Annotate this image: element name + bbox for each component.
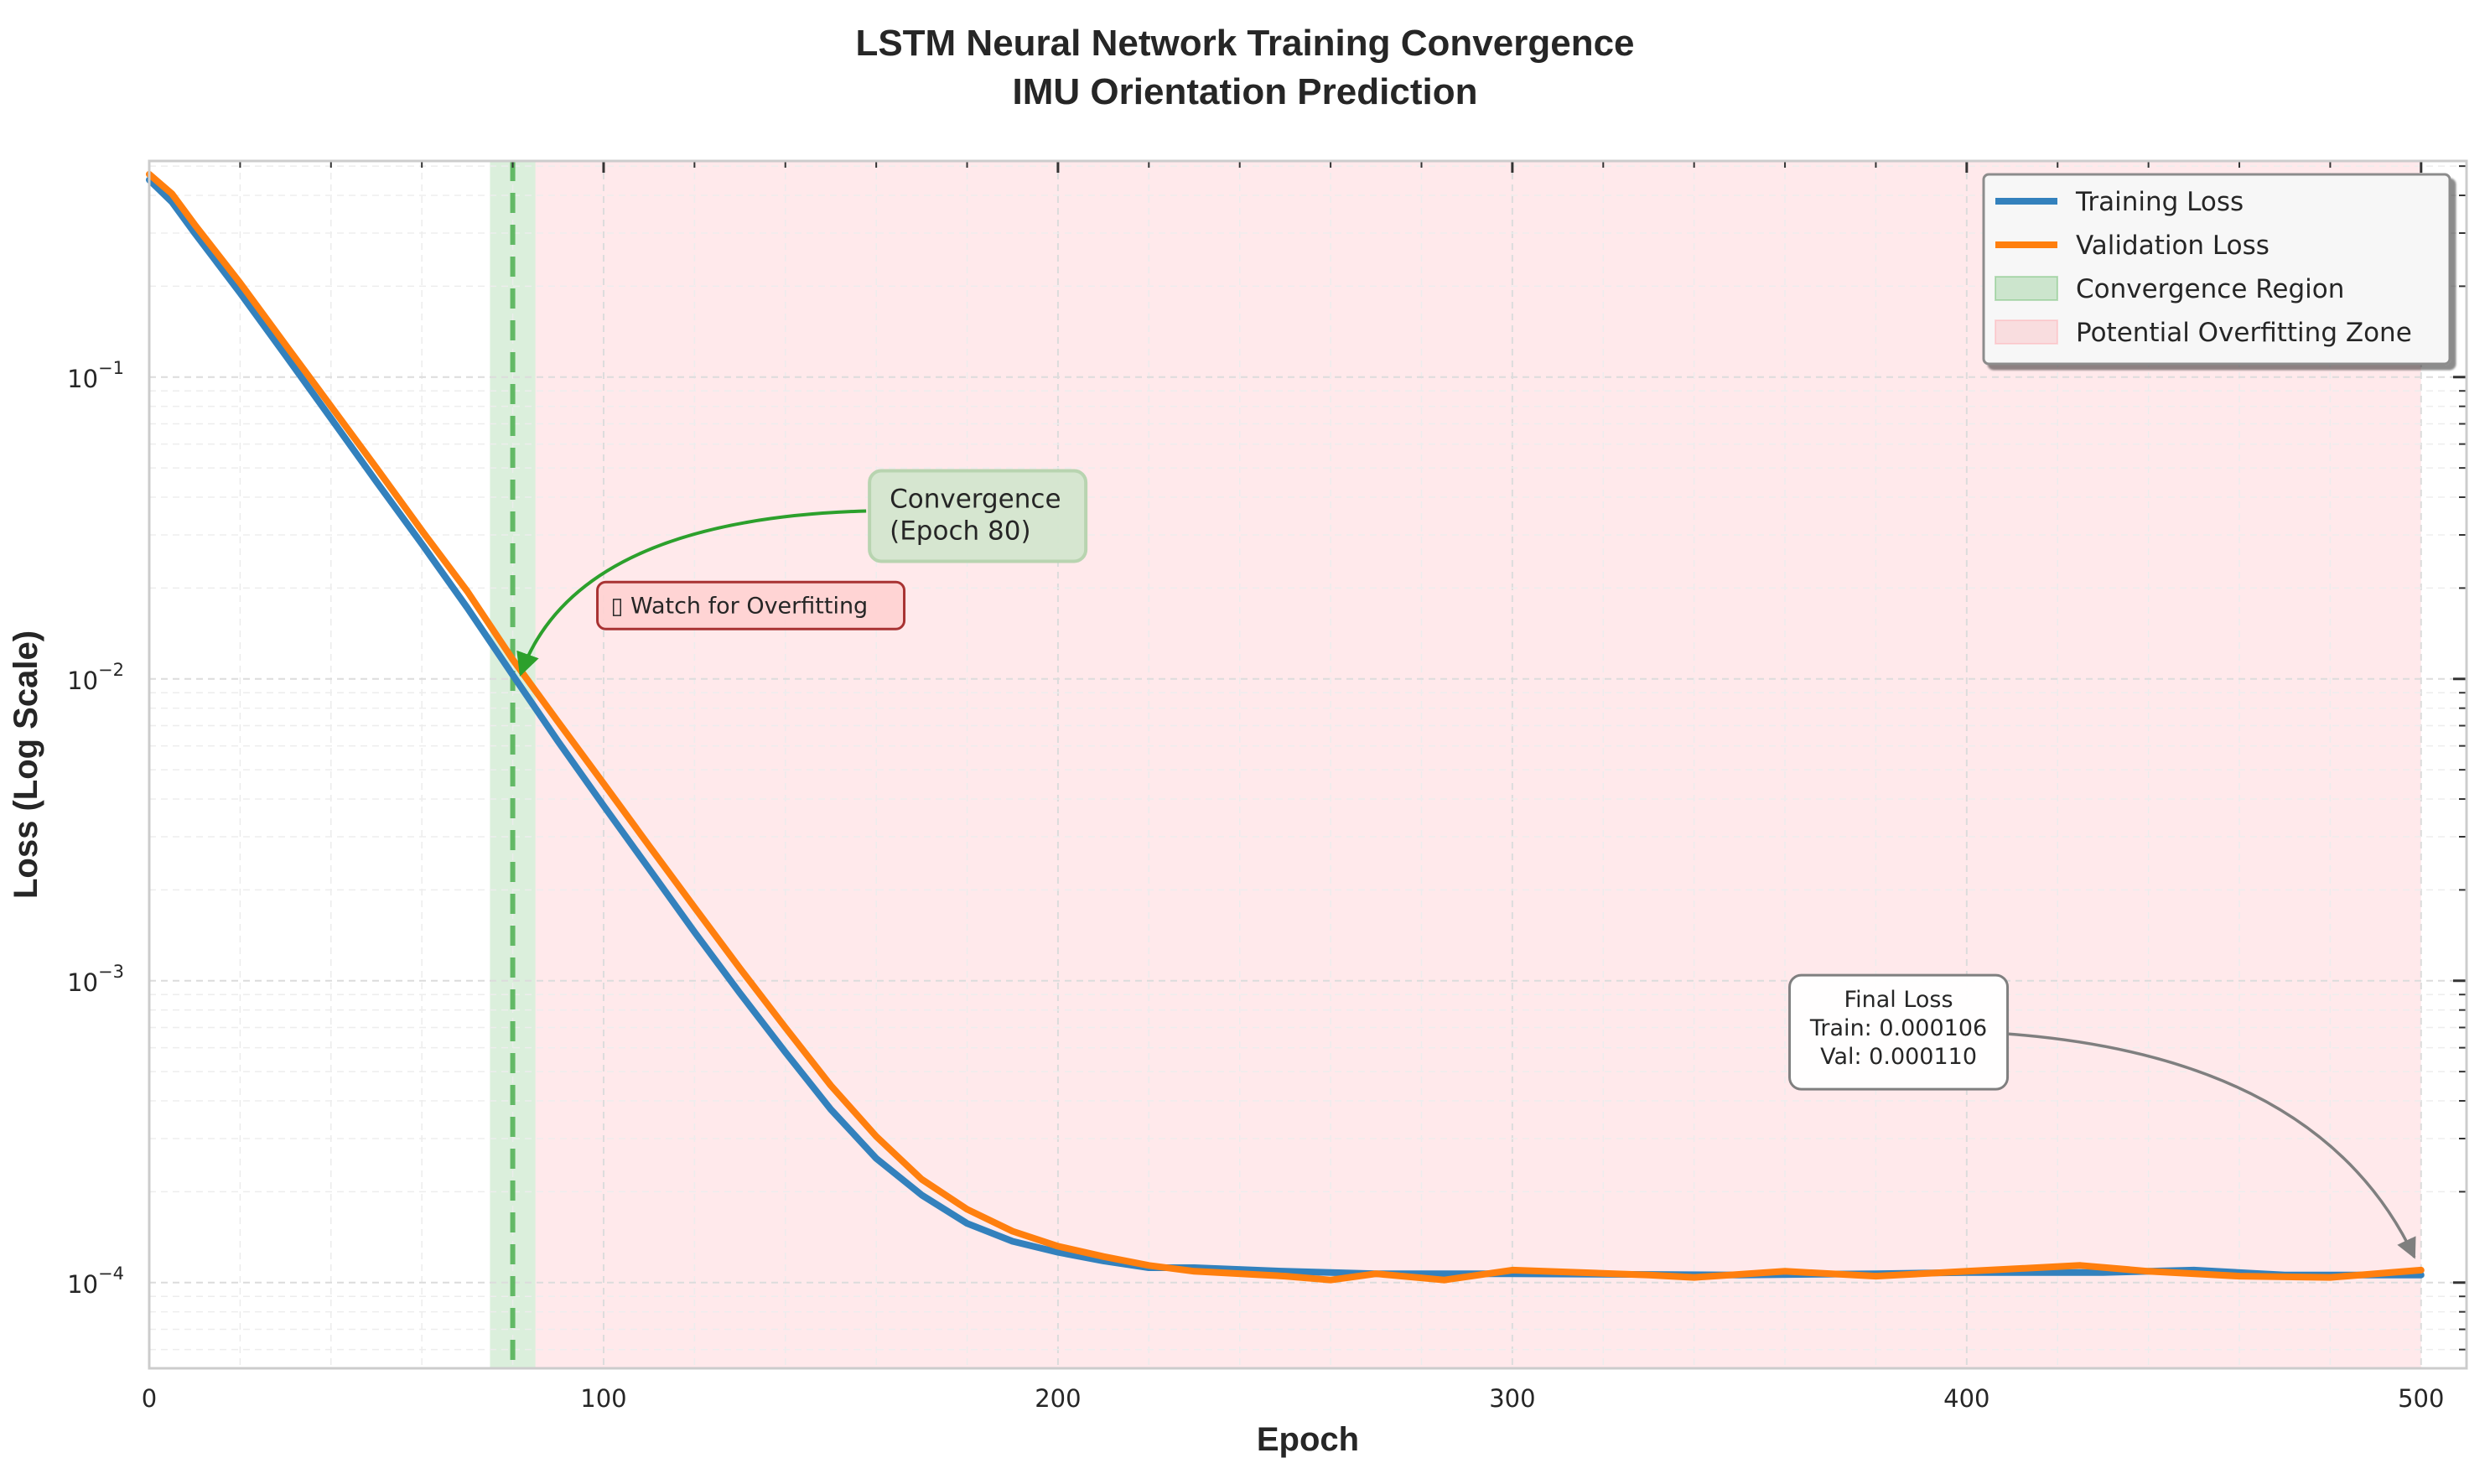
x-axis-label: Epoch xyxy=(1257,1421,1359,1458)
series-line-1 xyxy=(146,170,2425,1284)
legend-label: Convergence Region xyxy=(2076,274,2344,304)
x-tick-label: 100 xyxy=(580,1384,626,1413)
series-lines xyxy=(146,170,2425,1284)
x-tick-label: 400 xyxy=(1943,1384,1989,1413)
final-loss-text: Val: 0.000110 xyxy=(1820,1044,1977,1070)
convergence-annotation-text: Convergence xyxy=(890,484,1061,514)
annotations: Convergence(Epoch 80) ▯ Watch for Overfit… xyxy=(516,469,2416,1259)
x-tick-label: 0 xyxy=(142,1384,157,1413)
legend-box xyxy=(1982,173,2451,366)
overfit-warning-box xyxy=(596,580,906,630)
y-tick-label: 10−1 xyxy=(67,358,124,393)
plot-frame xyxy=(148,159,2468,1370)
final-loss-text: Train: 0.000106 xyxy=(1809,1015,1987,1041)
legend-label: Validation Loss xyxy=(2076,231,2270,261)
legend-label: Potential Overfitting Zone xyxy=(2076,318,2412,348)
chart-title: LSTM Neural Network Training Convergence xyxy=(855,23,1634,64)
x-tick-label: 200 xyxy=(1035,1384,1081,1413)
legend-swatch-patch xyxy=(1995,276,2058,301)
y-tick-label: 10−4 xyxy=(67,1263,124,1299)
legend-label: Training Loss xyxy=(2075,187,2244,217)
overfit-warning-text: ▯ Watch for Overfitting xyxy=(611,593,869,619)
x-tick-label: 300 xyxy=(1489,1384,1535,1413)
y-tick-label: 10−3 xyxy=(67,962,124,997)
y-axis-label: Loss (Log Scale) xyxy=(8,630,44,899)
convergence-annotation-box xyxy=(868,469,1088,563)
legend-swatch-patch xyxy=(1995,319,2058,345)
chart-subtitle: IMU Orientation Prediction xyxy=(1013,71,1478,112)
convergence-annotation-text: (Epoch 80) xyxy=(890,516,1030,546)
x-tick-label: 500 xyxy=(2398,1384,2444,1413)
y-tick-label: 10−2 xyxy=(67,660,124,695)
final-loss-text: Final Loss xyxy=(1844,987,1953,1013)
convergence-arrow xyxy=(516,509,867,677)
final-loss-arrow xyxy=(2007,1032,2416,1259)
final-loss-box xyxy=(1788,973,2010,1091)
legend: Training Loss Validation Loss Convergence … xyxy=(1982,173,2451,366)
